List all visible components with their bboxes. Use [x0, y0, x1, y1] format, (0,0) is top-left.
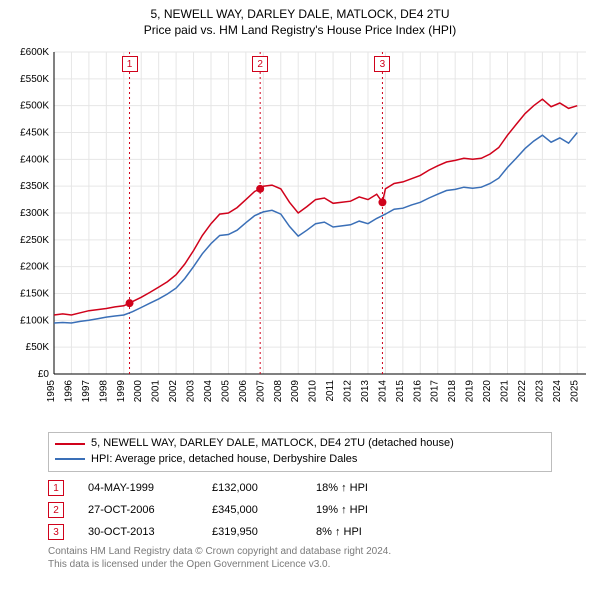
title-line-2: Price paid vs. HM Land Registry's House …: [8, 22, 592, 38]
svg-text:£250K: £250K: [20, 235, 49, 246]
svg-text:2025: 2025: [569, 380, 580, 403]
sale-index-box: 2: [48, 502, 64, 518]
sale-price: £132,000: [212, 482, 292, 494]
sale-index-box: 1: [48, 480, 64, 496]
svg-text:2007: 2007: [255, 380, 266, 403]
svg-text:2004: 2004: [203, 380, 214, 403]
sale-diff: 18% ↑ HPI: [316, 482, 396, 494]
svg-text:2000: 2000: [133, 380, 144, 403]
svg-text:£100K: £100K: [20, 316, 49, 327]
svg-text:1998: 1998: [98, 380, 109, 403]
chart-area: £0 £50K £100K £150K £200K £250K £300K £350K £400…: [8, 44, 592, 424]
svg-text:2012: 2012: [343, 380, 354, 403]
legend-swatch: [55, 458, 85, 460]
sale-date: 30-OCT-2013: [88, 526, 188, 538]
sale-marker-2: 2: [252, 56, 268, 72]
footer-line-2: This data is licensed under the Open Gov…: [48, 559, 552, 572]
sale-date: 27-OCT-2006: [88, 504, 188, 516]
svg-text:£450K: £450K: [20, 128, 49, 139]
svg-text:2009: 2009: [290, 380, 301, 403]
svg-text:2008: 2008: [273, 380, 284, 403]
svg-text:£500K: £500K: [20, 101, 49, 112]
svg-text:2005: 2005: [220, 380, 231, 403]
legend-label: 5, NEWELL WAY, DARLEY DALE, MATLOCK, DE4…: [91, 436, 454, 451]
chart-title: 5, NEWELL WAY, DARLEY DALE, MATLOCK, DE4…: [8, 6, 592, 38]
svg-text:1995: 1995: [46, 380, 57, 403]
svg-text:2021: 2021: [500, 380, 511, 403]
sales-table: 1 04-MAY-1999 £132,000 18% ↑ HPI 2 27-OCT-200…: [48, 480, 552, 540]
svg-text:1999: 1999: [116, 380, 127, 403]
legend-row: HPI: Average price, detached house, Derb…: [55, 452, 545, 467]
footer-text: Contains HM Land Registry data © Crown c…: [48, 546, 552, 571]
svg-text:2024: 2024: [552, 380, 563, 403]
title-line-1: 5, NEWELL WAY, DARLEY DALE, MATLOCK, DE4…: [8, 6, 592, 22]
sale-index-box: 3: [48, 524, 64, 540]
sale-row: 3 30-OCT-2013 £319,950 8% ↑ HPI: [48, 524, 552, 540]
svg-text:2010: 2010: [308, 380, 319, 403]
legend-label: HPI: Average price, detached house, Derb…: [91, 452, 357, 467]
svg-text:2015: 2015: [395, 380, 406, 403]
sale-row: 1 04-MAY-1999 £132,000 18% ↑ HPI: [48, 480, 552, 496]
svg-text:2016: 2016: [412, 380, 423, 403]
svg-text:2006: 2006: [238, 380, 249, 403]
svg-text:2019: 2019: [465, 380, 476, 403]
svg-text:2020: 2020: [482, 380, 493, 403]
legend-row: 5, NEWELL WAY, DARLEY DALE, MATLOCK, DE4…: [55, 436, 545, 451]
svg-text:£600K: £600K: [20, 47, 49, 58]
svg-text:1997: 1997: [81, 380, 92, 403]
svg-text:£300K: £300K: [20, 208, 49, 219]
sale-diff: 19% ↑ HPI: [316, 504, 396, 516]
svg-text:£350K: £350K: [20, 182, 49, 193]
svg-text:2001: 2001: [151, 380, 162, 403]
svg-text:1996: 1996: [63, 380, 74, 403]
sale-diff: 8% ↑ HPI: [316, 526, 396, 538]
sale-marker-3: 3: [374, 56, 390, 72]
svg-text:2003: 2003: [186, 380, 197, 403]
svg-text:2014: 2014: [377, 380, 388, 403]
svg-text:£0: £0: [38, 369, 50, 380]
svg-text:2013: 2013: [360, 380, 371, 403]
svg-text:£200K: £200K: [20, 262, 49, 273]
svg-text:£550K: £550K: [20, 74, 49, 85]
svg-text:2017: 2017: [430, 380, 441, 403]
legend-box: 5, NEWELL WAY, DARLEY DALE, MATLOCK, DE4…: [48, 432, 552, 472]
sale-row: 2 27-OCT-2006 £345,000 19% ↑ HPI: [48, 502, 552, 518]
svg-text:2023: 2023: [534, 380, 545, 403]
svg-text:£50K: £50K: [26, 343, 50, 354]
footer-line-1: Contains HM Land Registry data © Crown c…: [48, 546, 552, 559]
sale-date: 04-MAY-1999: [88, 482, 188, 494]
legend-swatch: [55, 443, 85, 445]
svg-text:2018: 2018: [447, 380, 458, 403]
svg-text:2002: 2002: [168, 380, 179, 403]
sale-price: £345,000: [212, 504, 292, 516]
svg-text:£400K: £400K: [20, 155, 49, 166]
svg-text:£150K: £150K: [20, 289, 49, 300]
sale-price: £319,950: [212, 526, 292, 538]
chart-svg: £0 £50K £100K £150K £200K £250K £300K £350K £400…: [8, 44, 592, 424]
svg-text:2011: 2011: [325, 380, 336, 402]
svg-text:2022: 2022: [517, 380, 528, 403]
sale-marker-1: 1: [122, 56, 138, 72]
